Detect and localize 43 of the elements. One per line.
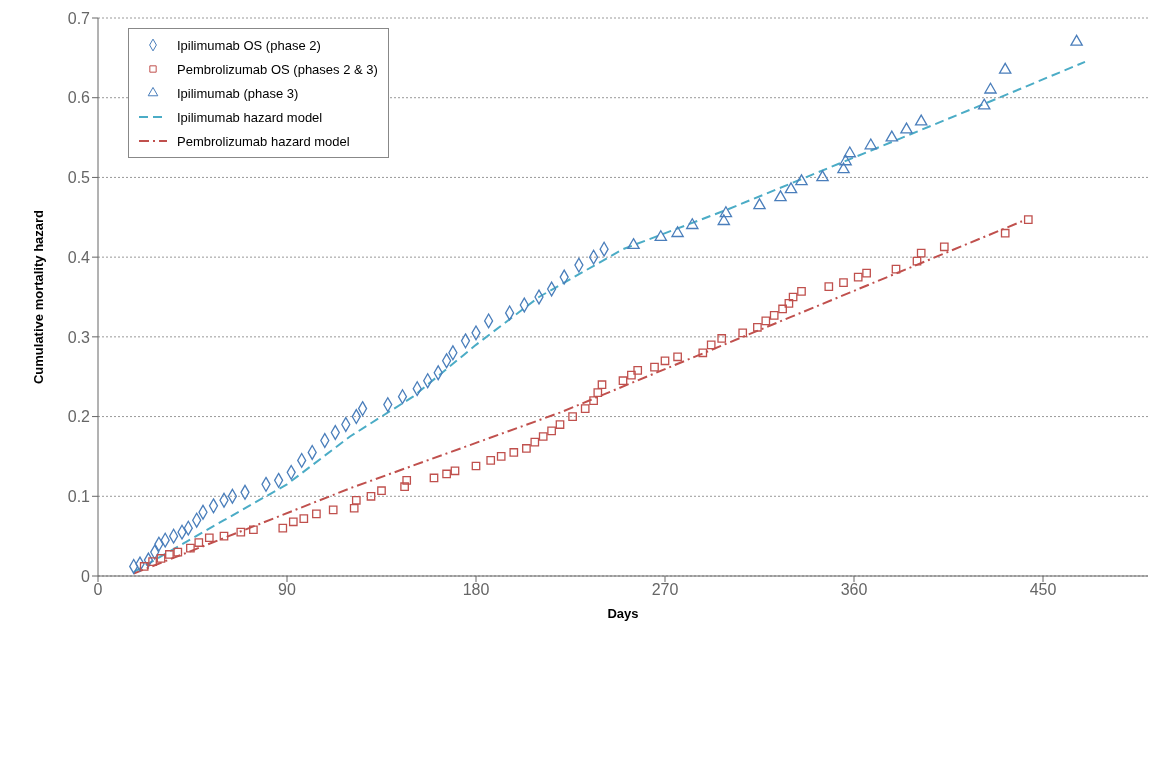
legend-label: Pembrolizumab OS (phases 2 & 3): [177, 61, 378, 77]
point: [885, 130, 899, 142]
y-tick-label: 0.5: [67, 169, 91, 187]
x-axis-title: Days: [607, 606, 639, 621]
x-tick-label: 0: [93, 581, 103, 599]
point: [998, 62, 1012, 74]
y-tick-label: 0.6: [67, 89, 91, 107]
point: [977, 98, 991, 110]
legend-label: Ipilimumab OS (phase 2): [177, 37, 321, 53]
point: [671, 226, 684, 238]
x-tick-label: 360: [840, 581, 868, 599]
legend-label: Ipilimumab hazard model: [177, 109, 323, 125]
x-tick-label: 270: [651, 581, 679, 599]
point: [774, 190, 787, 202]
point: [717, 214, 731, 226]
legend-label: Pembrolizumab hazard model: [177, 133, 350, 149]
point: [864, 138, 878, 150]
point: [914, 114, 928, 126]
y-tick-label: 0.3: [67, 328, 91, 346]
y-tick-label: 0.4: [67, 248, 91, 266]
point: [627, 238, 640, 250]
x-tick-label: 90: [278, 581, 296, 599]
point: [816, 170, 829, 182]
point: [839, 154, 852, 166]
point: [843, 146, 857, 158]
legend-label: Ipilimumab (phase 3): [177, 85, 299, 101]
point: [984, 82, 997, 94]
point: [719, 206, 733, 218]
x-tick-label: 450: [1029, 581, 1057, 599]
y-tick-label: 0.1: [67, 487, 91, 505]
point: [795, 174, 808, 186]
y-tick-label: 0: [81, 567, 91, 585]
point: [1070, 34, 1083, 46]
x-tick-label: 180: [462, 581, 490, 599]
point: [837, 162, 850, 174]
point: [900, 122, 913, 134]
y-tick-label: 0.2: [67, 408, 91, 426]
point: [654, 230, 668, 242]
point: [686, 218, 699, 230]
y-axis-title: Cumulative mortality hazard: [30, 209, 46, 385]
point: [784, 182, 798, 194]
point: [753, 198, 766, 210]
y-tick-label: 0.7: [67, 9, 91, 27]
